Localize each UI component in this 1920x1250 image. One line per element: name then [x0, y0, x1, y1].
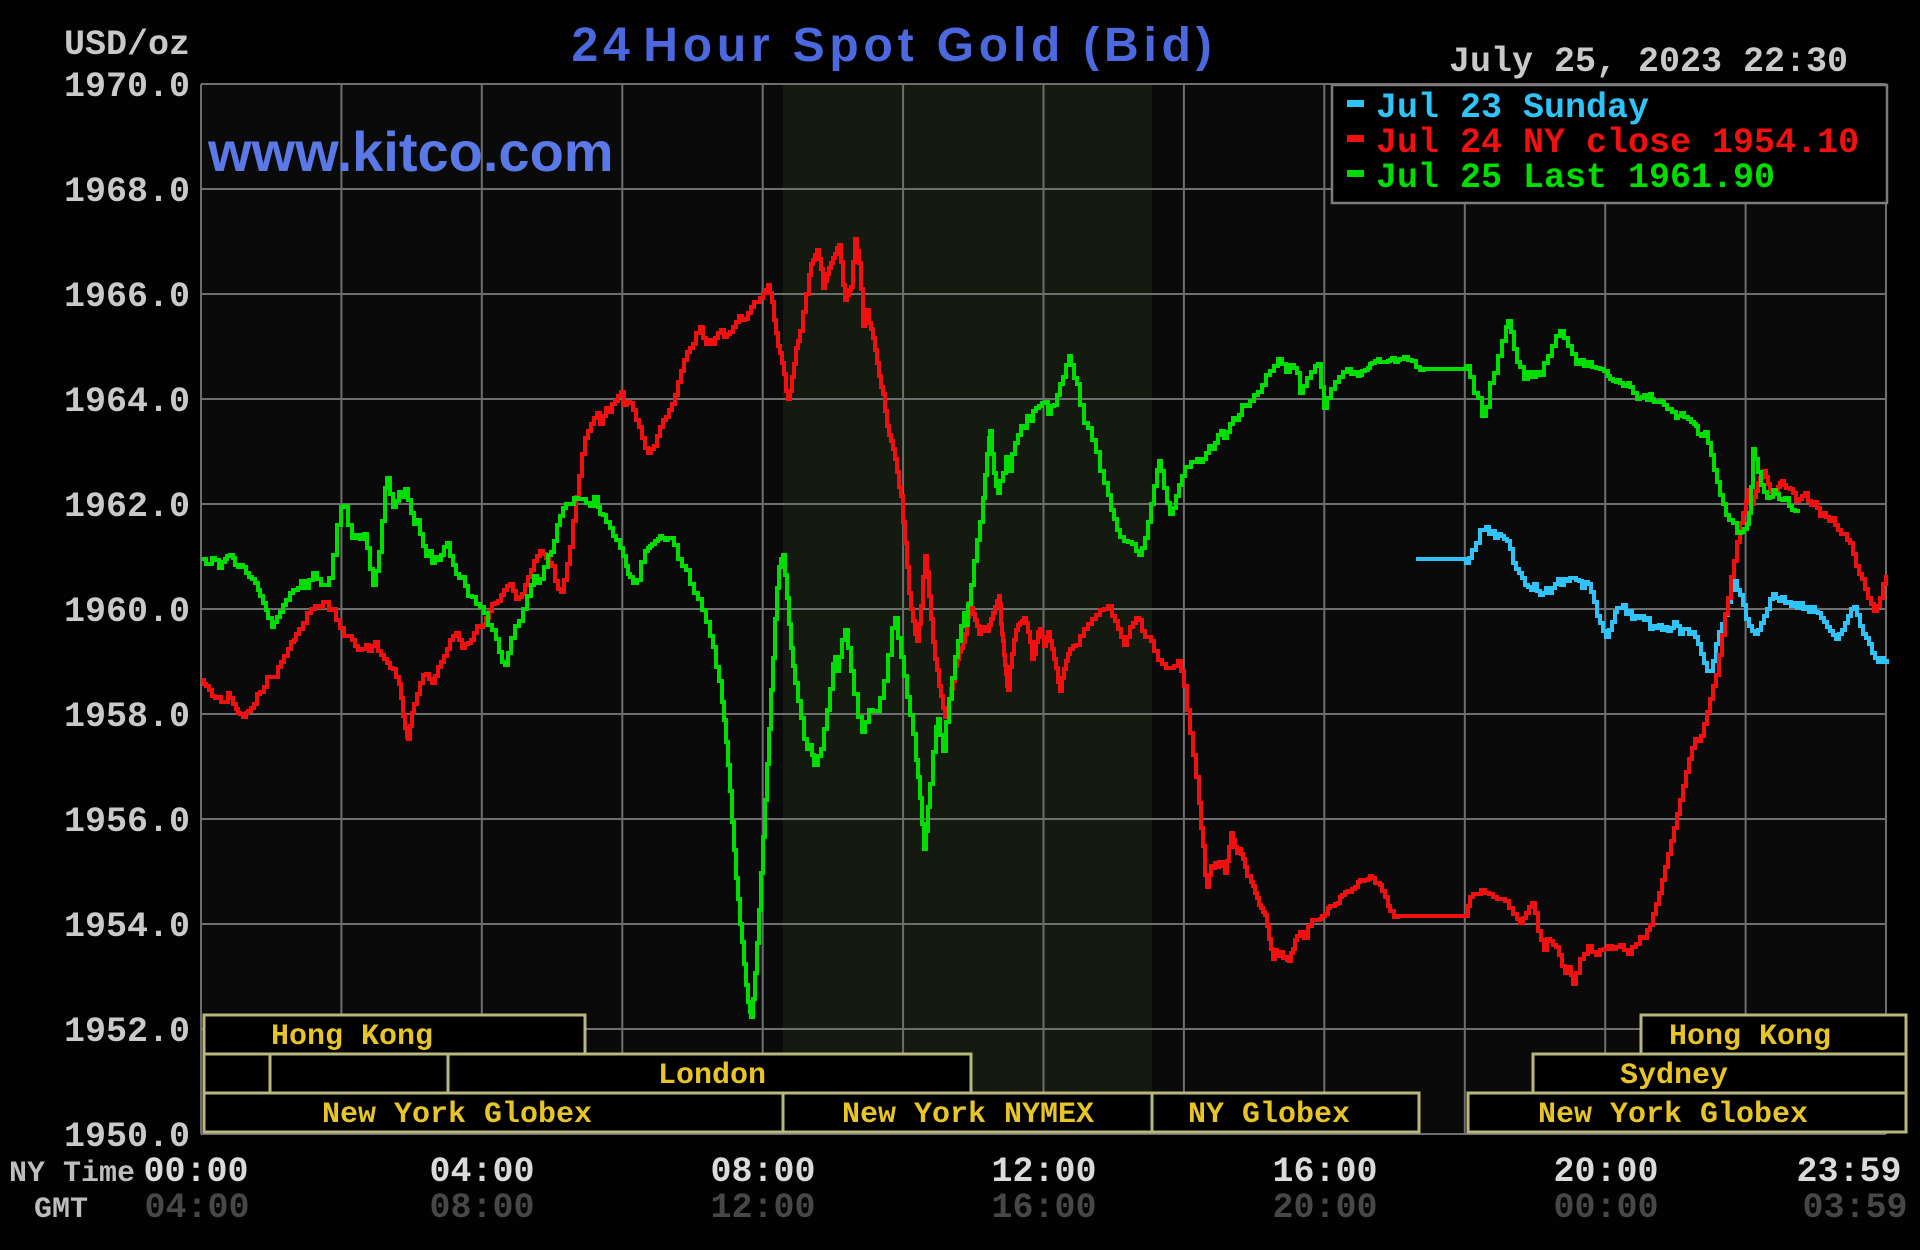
svg-text:12:00: 12:00 — [991, 1152, 1096, 1192]
svg-text:1960.0: 1960.0 — [64, 592, 190, 632]
svg-text:Sydney: Sydney — [1620, 1059, 1728, 1093]
svg-text:New York NYMEX: New York NYMEX — [842, 1098, 1094, 1132]
svg-text:London: London — [658, 1059, 766, 1093]
svg-text:23:59: 23:59 — [1796, 1152, 1901, 1192]
svg-text:20:00: 20:00 — [1553, 1152, 1658, 1192]
svg-text:04:00: 04:00 — [429, 1152, 534, 1192]
svg-text:04:00: 04:00 — [144, 1188, 249, 1228]
svg-text:20:00: 20:00 — [1272, 1188, 1377, 1228]
svg-text:USD/oz: USD/oz — [64, 25, 190, 65]
svg-text:00:00: 00:00 — [143, 1152, 248, 1192]
svg-text:Hong Kong: Hong Kong — [271, 1020, 433, 1054]
svg-text:08:00: 08:00 — [710, 1152, 815, 1192]
svg-text:1964.0: 1964.0 — [64, 382, 190, 422]
svg-text:NY Globex: NY Globex — [1188, 1098, 1350, 1132]
svg-text:1954.0: 1954.0 — [64, 907, 190, 947]
svg-text:www.kitco.com: www.kitco.com — [207, 120, 614, 183]
svg-text:1962.0: 1962.0 — [64, 487, 190, 527]
svg-text:New York Globex: New York Globex — [1538, 1098, 1808, 1132]
svg-text:08:00: 08:00 — [429, 1188, 534, 1228]
svg-text:1970.0: 1970.0 — [64, 67, 190, 107]
svg-text:Jul 23 Sunday: Jul 23 Sunday — [1376, 88, 1649, 128]
svg-text:New York Globex: New York Globex — [322, 1098, 592, 1132]
svg-text:03:59: 03:59 — [1802, 1188, 1907, 1228]
svg-text:Hong Kong: Hong Kong — [1669, 1020, 1831, 1054]
svg-text:16:00: 16:00 — [1272, 1152, 1377, 1192]
svg-text:July 25, 2023 22:30: July 25, 2023 22:30 — [1449, 42, 1848, 82]
svg-text:1968.0: 1968.0 — [64, 172, 190, 212]
svg-text:GMT: GMT — [34, 1193, 88, 1227]
svg-text:1956.0: 1956.0 — [64, 802, 190, 842]
svg-text:16:00: 16:00 — [991, 1188, 1096, 1228]
svg-text:24 Hour Spot Gold (Bid): 24 Hour Spot Gold (Bid) — [571, 19, 1216, 72]
svg-text:1952.0: 1952.0 — [64, 1012, 190, 1052]
svg-text:1966.0: 1966.0 — [64, 277, 190, 317]
svg-text:12:00: 12:00 — [710, 1188, 815, 1228]
svg-text:00:00: 00:00 — [1553, 1188, 1658, 1228]
svg-text:1950.0: 1950.0 — [64, 1117, 190, 1157]
svg-text:1958.0: 1958.0 — [64, 697, 190, 737]
svg-text:Jul 25 Last 1961.90: Jul 25 Last 1961.90 — [1376, 158, 1775, 198]
svg-text:Jul 24 NY close 1954.10: Jul 24 NY close 1954.10 — [1376, 123, 1859, 163]
svg-text:NY Time: NY Time — [9, 1157, 135, 1191]
